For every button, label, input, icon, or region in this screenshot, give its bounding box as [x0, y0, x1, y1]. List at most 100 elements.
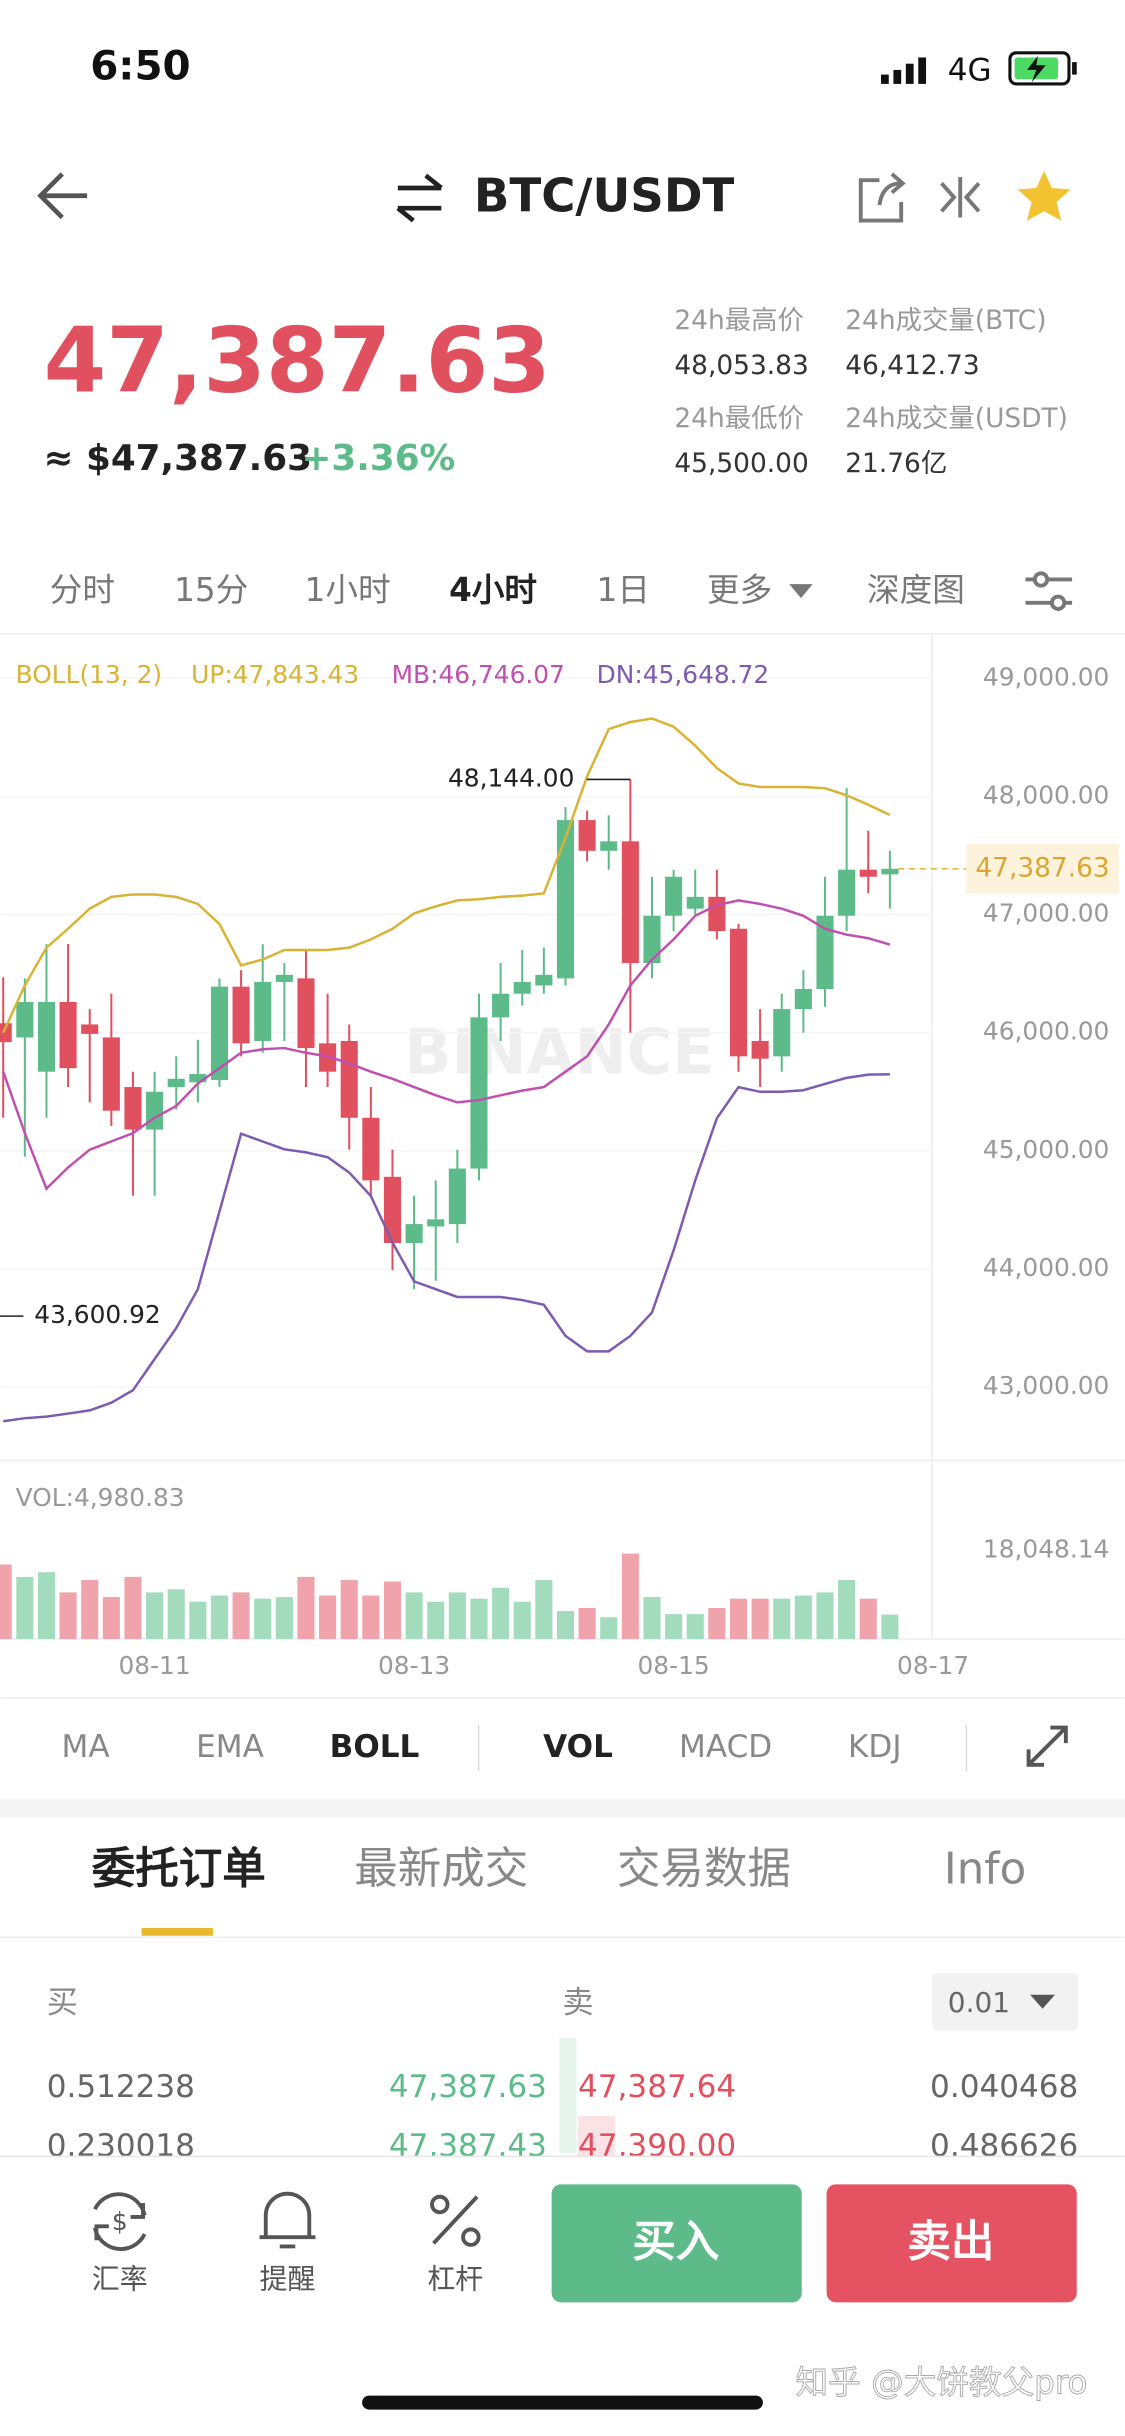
- interval-tab-active[interactable]: 4小时: [449, 571, 537, 609]
- favorite-star[interactable]: [1017, 170, 1071, 221]
- indicator-tab[interactable]: KDJ: [848, 1729, 901, 1765]
- volume-bar: [816, 1592, 834, 1640]
- volume-bar: [621, 1553, 639, 1640]
- interval-tab[interactable]: 1小时: [305, 571, 391, 609]
- interval-tab[interactable]: 更多: [707, 571, 772, 609]
- volume-bar: [232, 1592, 250, 1640]
- candle-body: [686, 896, 704, 909]
- candle-body: [729, 928, 748, 1057]
- candle-body: [297, 978, 315, 1049]
- y-tick-label: 49,000.00: [983, 662, 1109, 691]
- settings-icon[interactable]: [1025, 571, 1073, 611]
- battery-icon: [1008, 51, 1077, 86]
- volume-tick-label: 18,048.14: [983, 1534, 1109, 1563]
- usd-price: ≈ $47,387.63: [44, 438, 312, 479]
- volume-bar: [0, 1564, 12, 1640]
- order-tab[interactable]: Info: [944, 1845, 1026, 1895]
- volume-bar: [859, 1598, 877, 1640]
- order-tab[interactable]: 交易数据: [617, 1845, 791, 1895]
- candle-body: [16, 1001, 34, 1038]
- volume-bar: [124, 1576, 142, 1640]
- volume-bar: [556, 1611, 575, 1640]
- leverage-label[interactable]: 杠杆: [427, 2263, 483, 2296]
- indicator-tab[interactable]: MACD: [679, 1729, 772, 1765]
- stat-value: 21.76亿: [845, 448, 947, 479]
- x-tick-label: 08-11: [118, 1651, 190, 1680]
- leverage-icon[interactable]: [430, 2194, 481, 2247]
- stat-value: 48,053.83: [674, 350, 808, 381]
- home-indicator: [362, 2395, 763, 2410]
- volume-bar: [708, 1607, 726, 1640]
- y-tick-label: 45,000.00: [983, 1135, 1109, 1164]
- indicator-tab-active[interactable]: BOLL: [330, 1729, 420, 1765]
- candle-body: [427, 1219, 445, 1227]
- candle-body: [146, 1091, 164, 1130]
- interval-tab[interactable]: 1日: [597, 571, 650, 609]
- buy-button-label[interactable]: 买入: [632, 2217, 719, 2267]
- volume-bar: [319, 1595, 337, 1640]
- indicator-tab[interactable]: EMA: [196, 1729, 264, 1765]
- rate-label[interactable]: 汇率: [92, 2263, 148, 2296]
- stat-value: 46,412.73: [845, 350, 979, 381]
- dropdown-arrow: [1030, 1994, 1055, 2009]
- band-line: [3, 1072, 890, 1423]
- swap-icon[interactable]: [396, 173, 443, 223]
- candle-body: [621, 841, 639, 964]
- candle-body: [513, 981, 531, 994]
- interval-tab[interactable]: 分时: [50, 571, 115, 609]
- candle-body: [362, 1117, 380, 1181]
- volume-bar: [102, 1597, 120, 1640]
- volume-bar: [492, 1587, 510, 1640]
- rate-icon[interactable]: $: [92, 2192, 147, 2251]
- order-tab[interactable]: 最新成交: [354, 1845, 528, 1895]
- share-button[interactable]: [858, 172, 906, 223]
- alert-label[interactable]: 提醒: [260, 2263, 316, 2296]
- x-tick-label: 08-15: [638, 1651, 710, 1680]
- volume-bar: [362, 1595, 380, 1640]
- buy-header: 买: [47, 1985, 78, 2021]
- y-tick-label: 43,000.00: [983, 1371, 1109, 1400]
- volume-bar: [881, 1614, 899, 1640]
- candle-body: [254, 981, 272, 1041]
- precision-select[interactable]: [932, 1973, 1079, 2031]
- fullscreen-button[interactable]: [1026, 1725, 1068, 1767]
- indicator-tab-active[interactable]: VOL: [543, 1729, 613, 1765]
- volume-bar: [535, 1579, 553, 1640]
- depth-bar: [578, 2115, 616, 2157]
- order-tab-active[interactable]: 委托订单: [92, 1845, 266, 1895]
- candle-body: [210, 986, 229, 1080]
- pair-title[interactable]: BTC/USDT: [474, 168, 735, 222]
- candle-body: [405, 1224, 423, 1243]
- sell-header: 卖: [563, 1985, 594, 2021]
- compare-button[interactable]: [940, 177, 981, 218]
- buy-button[interactable]: [551, 2184, 802, 2303]
- volume-bar: [16, 1576, 34, 1640]
- stat-label: 24h最高价: [674, 305, 804, 336]
- indicator-tab[interactable]: MA: [62, 1729, 110, 1765]
- interval-tab[interactable]: 15分: [174, 571, 248, 609]
- candle-body: [773, 1009, 791, 1057]
- volume-bar: [448, 1592, 466, 1640]
- stat-value: 45,500.00: [674, 448, 808, 479]
- alert-icon[interactable]: [259, 2191, 316, 2249]
- low-marker-label: 43,600.92: [34, 1300, 160, 1329]
- candle-body: [665, 876, 683, 916]
- volume-bar: [405, 1592, 423, 1640]
- sell-button-label[interactable]: 卖出: [907, 2217, 994, 2267]
- volume-bar: [643, 1597, 661, 1640]
- band-legend: DN:45,648.72: [597, 660, 770, 689]
- stat-label: 24h最低价: [674, 403, 804, 434]
- order-book-cell: 47,387.63: [389, 2069, 547, 2105]
- svg-text:$: $: [112, 2207, 128, 2236]
- volume-bar: [600, 1617, 618, 1640]
- depth-tab[interactable]: 深度图: [867, 571, 965, 609]
- back-button[interactable]: [37, 172, 88, 220]
- sell-button[interactable]: [826, 2184, 1077, 2303]
- candle-body: [578, 820, 596, 851]
- candle-body: [816, 915, 834, 990]
- volume-bar: [59, 1592, 77, 1640]
- volume-bar: [729, 1598, 748, 1640]
- price-change: +3.36%: [301, 438, 455, 479]
- candle-body: [751, 1040, 769, 1059]
